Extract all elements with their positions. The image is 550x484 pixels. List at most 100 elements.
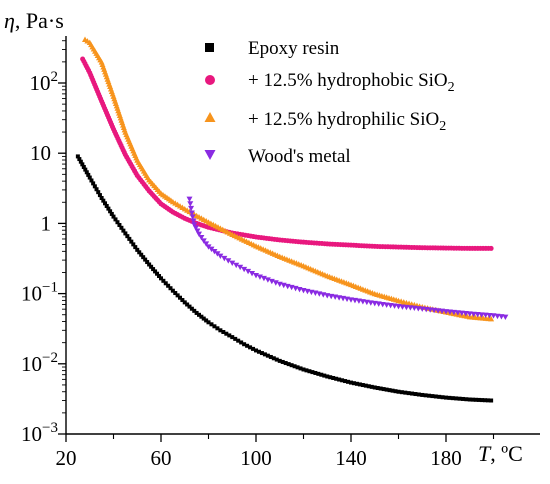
data-point (106, 206, 111, 211)
data-point (265, 353, 270, 358)
data-point (190, 218, 197, 224)
data-point (251, 346, 256, 351)
data-point (99, 196, 104, 201)
data-point (248, 345, 253, 350)
data-point (129, 239, 134, 244)
series-1 (80, 56, 494, 251)
data-point (430, 394, 435, 399)
x-tick-label: 180 (430, 446, 462, 470)
data-point (204, 318, 209, 323)
data-point (201, 316, 206, 321)
data-point (192, 308, 197, 313)
data-point (239, 340, 244, 345)
y-tick-label: 10 (30, 141, 51, 165)
data-point (464, 397, 469, 402)
data-point (375, 386, 380, 391)
data-point (233, 336, 238, 341)
data-point (486, 312, 493, 319)
data-point (89, 178, 94, 183)
data-point (224, 331, 229, 336)
data-point (208, 246, 215, 253)
data-point (186, 196, 193, 203)
data-point (292, 364, 297, 369)
data-point (304, 368, 309, 373)
series-2 (82, 36, 495, 322)
data-point (115, 220, 120, 225)
data-point (366, 384, 371, 389)
data-point (466, 311, 473, 317)
data-point (283, 361, 288, 366)
legend-marker-triangle-down (204, 150, 216, 160)
data-point (393, 389, 398, 394)
data-point (178, 295, 182, 300)
data-point (360, 383, 365, 388)
data-point (227, 333, 232, 338)
legend-label-hydrophobic-sub: 2 (448, 80, 455, 95)
data-point (173, 291, 178, 296)
data-point (274, 357, 279, 362)
data-point (476, 397, 481, 402)
data-point (447, 395, 452, 400)
legend-entry-hydrophilic: + 12.5% hydrophilic SiO2 (204, 109, 446, 134)
data-point (143, 257, 148, 262)
data-point (488, 315, 495, 322)
data-point (117, 223, 122, 228)
data-point (83, 167, 88, 172)
data-point (137, 250, 142, 255)
data-point (310, 370, 315, 375)
series-3 (186, 196, 509, 320)
data-point (381, 387, 386, 392)
data-point (245, 343, 250, 348)
legend: Epoxy resin + 12.5% hydrophobic SiO2 + 1… (204, 38, 455, 167)
data-point (121, 228, 126, 233)
data-point (457, 396, 462, 401)
data-point (123, 231, 128, 236)
data-point (157, 274, 162, 279)
data-point (354, 381, 359, 386)
data-point (189, 306, 194, 311)
x-tick-label: 140 (335, 446, 367, 470)
y-tick-label: 10−3 (21, 420, 58, 446)
data-point (280, 359, 285, 364)
series-0 (75, 154, 494, 403)
data-point (225, 258, 232, 264)
data-point (313, 370, 318, 375)
data-point (489, 398, 494, 403)
data-point (427, 393, 432, 398)
data-point (470, 311, 477, 318)
legend-entry-hydrophobic: + 12.5% hydrophobic SiO2 (205, 70, 455, 95)
data-point (467, 397, 472, 402)
data-point (254, 348, 258, 353)
data-point (127, 236, 132, 241)
data-point (139, 252, 144, 257)
x-tick-label: 60 (151, 446, 172, 470)
data-point (236, 338, 241, 343)
data-point (196, 231, 202, 237)
data-point (351, 381, 356, 386)
data-point (191, 222, 198, 228)
y-tick-label: 10−1 (21, 280, 58, 306)
data-point (390, 388, 395, 393)
data-point (209, 322, 214, 327)
data-point (84, 170, 89, 175)
data-point (86, 172, 91, 177)
data-point (197, 312, 201, 317)
data-point (416, 392, 421, 397)
data-point (215, 326, 220, 331)
y-axis-title: η, Pa·s (4, 8, 64, 33)
legend-label-hydrophilic-sub: 2 (439, 119, 446, 134)
data-point (272, 280, 279, 286)
data-point (180, 298, 185, 303)
data-point (260, 275, 267, 282)
data-point (205, 244, 212, 250)
data-point (474, 312, 481, 318)
data-point (440, 395, 445, 400)
data-point (101, 198, 106, 203)
data-point (168, 286, 173, 291)
tick-marks (58, 40, 495, 442)
data-point (133, 245, 138, 250)
data-point (170, 288, 175, 293)
data-point (307, 369, 312, 374)
data-point (253, 272, 259, 279)
